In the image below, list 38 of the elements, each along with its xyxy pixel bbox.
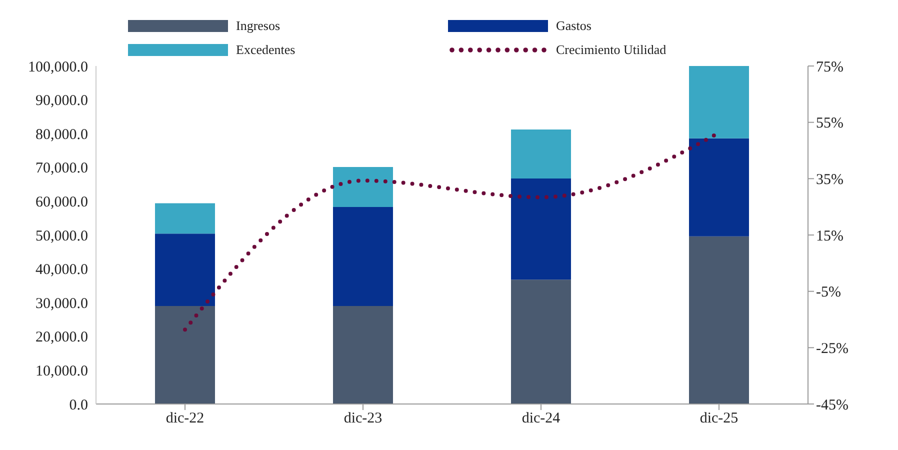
bar bbox=[511, 280, 571, 404]
y-tick-label: 0.0 bbox=[69, 397, 88, 414]
legend-label: Ingresos bbox=[236, 18, 280, 34]
y2-tick-label: 15% bbox=[816, 228, 844, 244]
y2-tick-label: -45% bbox=[816, 397, 848, 414]
y-tick-label: 80,000.0 bbox=[36, 126, 88, 143]
y-tick-label: 90,000.0 bbox=[36, 93, 88, 110]
bar bbox=[511, 130, 571, 179]
y-tick-label: 10,000.0 bbox=[36, 364, 88, 380]
bar bbox=[155, 306, 215, 404]
bar bbox=[155, 234, 215, 306]
legend-label: Excedentes bbox=[236, 42, 296, 58]
bar bbox=[333, 167, 393, 207]
y-tick-label: 50,000.0 bbox=[36, 228, 88, 244]
bar bbox=[155, 203, 215, 234]
y-tick-label: 40,000.0 bbox=[36, 262, 88, 278]
x-tick-label: dic-22 bbox=[166, 410, 204, 427]
y-tick-label: 70,000.0 bbox=[36, 160, 88, 177]
y-tick-label: 20,000.0 bbox=[36, 330, 88, 346]
y2-tick-label: -5% bbox=[816, 284, 841, 301]
legend-label: Crecimiento Utilidad bbox=[556, 42, 666, 58]
x-tick-label: dic-25 bbox=[700, 410, 738, 427]
bar bbox=[689, 236, 749, 404]
y2-tick-label: 55% bbox=[816, 116, 844, 132]
bar bbox=[689, 138, 749, 236]
bar bbox=[511, 178, 571, 280]
x-tick-label: dic-24 bbox=[522, 410, 561, 427]
bar bbox=[689, 66, 749, 138]
y2-tick-label: -25% bbox=[816, 340, 848, 357]
y2-tick-label: 35% bbox=[816, 172, 844, 188]
legend-label: Gastos bbox=[556, 18, 592, 34]
y-tick-label: 100,000.0 bbox=[28, 59, 88, 76]
y2-tick-label: 75% bbox=[816, 59, 844, 76]
x-tick-label: dic-23 bbox=[344, 410, 382, 427]
bar bbox=[333, 306, 393, 404]
y-tick-label: 60,000.0 bbox=[36, 194, 88, 211]
y-tick-label: 30,000.0 bbox=[36, 296, 88, 312]
bar bbox=[333, 206, 393, 306]
